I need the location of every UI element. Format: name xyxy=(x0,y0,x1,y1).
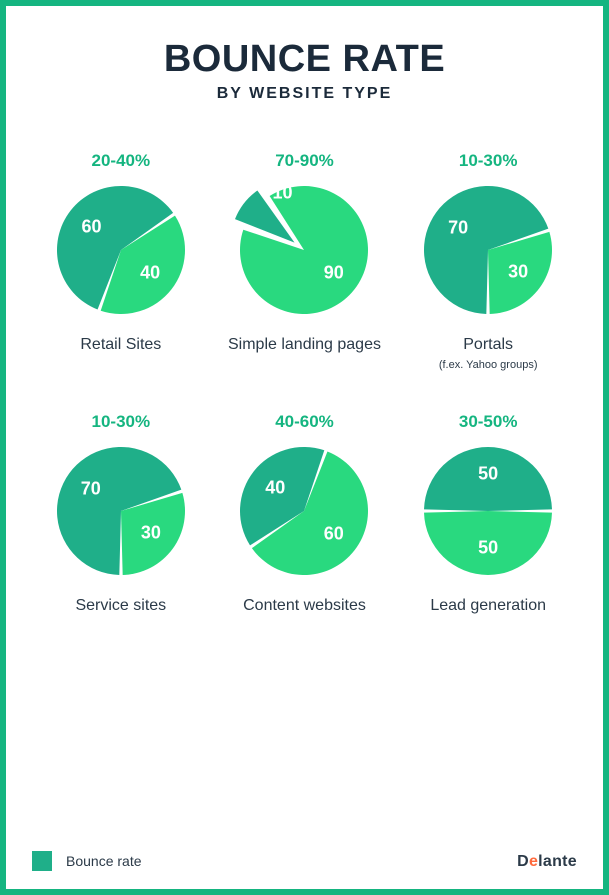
chart-range: 20-40% xyxy=(92,151,151,171)
chart-caption: Retail Sites xyxy=(80,335,161,356)
chart-cell: 70-90% 9010 Simple landing pages xyxy=(216,151,394,372)
caption-main: Service sites xyxy=(75,597,166,614)
brand-accent: e xyxy=(529,853,538,870)
caption-main: Portals xyxy=(463,336,513,353)
chart-range: 40-60% xyxy=(275,412,334,432)
title: BOUNCE RATE xyxy=(32,38,577,81)
chart-caption: Service sites xyxy=(75,596,166,617)
chart-range: 70-90% xyxy=(275,151,334,171)
pie-chart: 6040 xyxy=(54,183,188,317)
pie-chart: 7030 xyxy=(421,183,555,317)
chart-caption: Simple landing pages xyxy=(228,335,381,356)
brand-logo: Delante xyxy=(517,853,577,871)
chart-cell: 30-50% 5050 Lead generation xyxy=(399,412,577,617)
caption-main: Simple landing pages xyxy=(228,336,381,353)
chart-cell: 10-30% 7030 Service sites xyxy=(32,412,210,617)
caption-sub: (f.ex. Yahoo groups) xyxy=(439,358,538,372)
footer: Bounce rate Delante xyxy=(32,841,577,871)
brand-post: lante xyxy=(538,853,577,870)
caption-main: Content websites xyxy=(243,597,366,614)
pie-slice xyxy=(424,447,552,511)
chart-range: 10-30% xyxy=(92,412,151,432)
chart-cell: 20-40% 6040 Retail Sites xyxy=(32,151,210,372)
pie-chart: 6040 xyxy=(237,444,371,578)
legend-swatch xyxy=(32,851,52,871)
brand-pre: D xyxy=(517,853,529,870)
pie-chart: 5050 xyxy=(421,444,555,578)
infographic-frame: BOUNCE RATE BY WEBSITE TYPE 20-40% 6040 Re… xyxy=(0,0,609,895)
chart-cell: 40-60% 6040 Content websites xyxy=(216,412,394,617)
pie-slice xyxy=(424,511,552,575)
pie-chart: 9010 xyxy=(237,183,371,317)
chart-caption: Lead generation xyxy=(430,596,546,617)
subtitle: BY WEBSITE TYPE xyxy=(32,85,577,103)
legend: Bounce rate xyxy=(32,851,142,871)
charts-grid: 20-40% 6040 Retail Sites 70-90% 9010 Simple l… xyxy=(32,151,577,617)
chart-caption: Portals (f.ex. Yahoo groups) xyxy=(439,335,538,372)
legend-label: Bounce rate xyxy=(66,853,142,869)
chart-range: 10-30% xyxy=(459,151,518,171)
chart-cell: 10-30% 7030 Portals (f.ex. Yahoo groups) xyxy=(399,151,577,372)
caption-main: Retail Sites xyxy=(80,336,161,353)
chart-range: 30-50% xyxy=(459,412,518,432)
caption-main: Lead generation xyxy=(430,597,546,614)
pie-chart: 7030 xyxy=(54,444,188,578)
chart-caption: Content websites xyxy=(243,596,366,617)
